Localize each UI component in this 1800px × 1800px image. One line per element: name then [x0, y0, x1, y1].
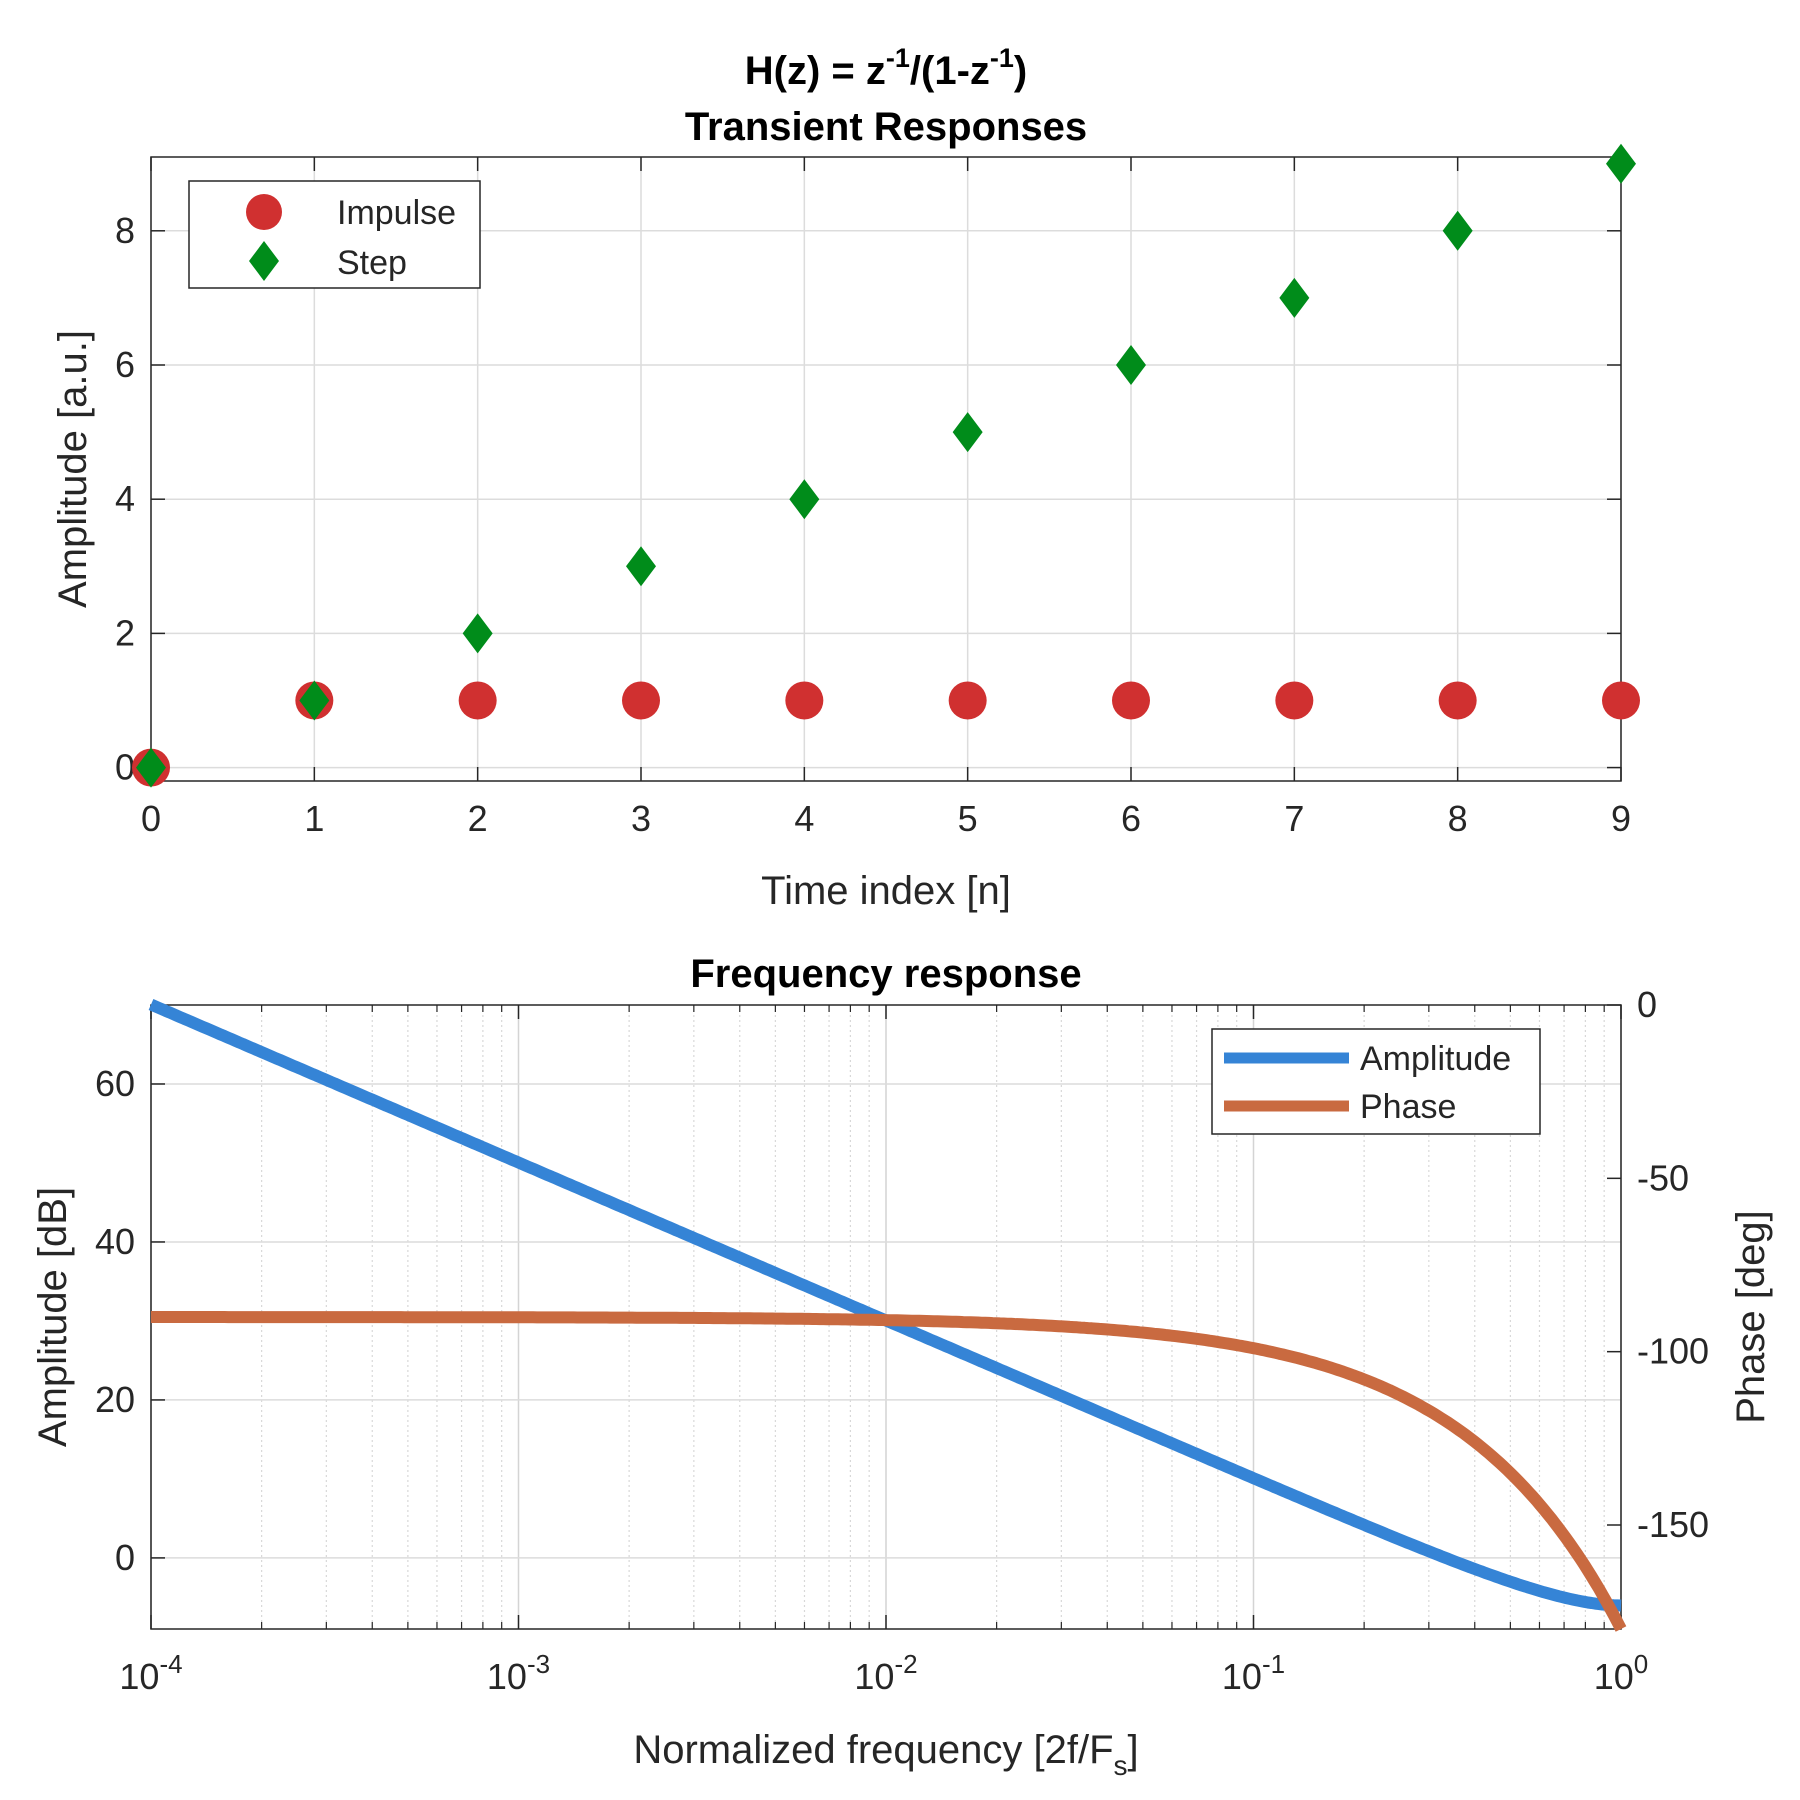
y-tick-label: 4: [115, 478, 135, 519]
x-tick-label: 1: [304, 798, 324, 839]
transient-title-line1: H(z) = z-1/(1-z-1): [745, 43, 1027, 93]
frequency-title: Frequency response: [690, 952, 1081, 996]
frequency-legend: Amplitude Phase: [1211, 1028, 1541, 1135]
step-point: [462, 613, 493, 654]
y-tick-label-right: -100: [1637, 1331, 1709, 1372]
y-tick-label: 2: [115, 612, 135, 653]
transient-series-marks: [132, 143, 1640, 788]
y-tick-label-right: 0: [1637, 984, 1657, 1025]
x-tick-label: 2: [468, 798, 488, 839]
step-point: [1442, 210, 1473, 251]
x-tick-label: 10-3: [487, 1649, 550, 1697]
y-tick-label-left: 40: [95, 1221, 135, 1262]
transient-title-line2: Transient Responses: [685, 105, 1087, 149]
impulse-point: [622, 681, 660, 720]
xlabel-subscript: s: [1114, 1750, 1128, 1781]
impulse-point: [785, 681, 824, 720]
y-tick-label-left: 20: [95, 1379, 135, 1420]
impulse-point: [1602, 681, 1640, 720]
impulse-point: [458, 681, 497, 720]
x-tick-label: 10-2: [854, 1649, 917, 1697]
transient-y-axis-label: Amplitude [a.u.]: [51, 330, 95, 608]
y-tick-label: 6: [115, 344, 135, 385]
impulse-point: [1112, 681, 1150, 720]
transient-legend-box: [188, 180, 481, 289]
legend-step-marker: [249, 241, 279, 281]
x-tick-label: 6: [1121, 798, 1141, 839]
y-tick-label-left: 60: [95, 1063, 135, 1104]
step-point: [1116, 345, 1146, 385]
phase-line: [148, 1311, 1627, 1632]
frequency-y-axis-label-left: Amplitude [dB]: [31, 1187, 75, 1447]
x-tick-label: 100: [1594, 1649, 1649, 1697]
legend-amplitude-label: Amplitude: [1360, 1040, 1511, 1078]
transient-plot-border: [150, 156, 1622, 782]
impulse-point: [1438, 681, 1477, 720]
transient-y-tick-labels: 0 2 4 6 8: [115, 210, 135, 788]
impulse-point: [1275, 681, 1314, 720]
step-point: [299, 680, 330, 721]
frequency-legend-box: [1211, 1028, 1541, 1135]
frequency-x-axis-label: Normalized frequency [2f/Fs]: [633, 1728, 1138, 1781]
y-tick-label-left: 0: [115, 1537, 135, 1578]
x-tick-label: 8: [1448, 798, 1468, 839]
x-tick-label: 10-1: [1222, 1649, 1285, 1697]
transient-chart: H(z) = z-1/(1-z-1) Transient Responses 0…: [51, 43, 1640, 913]
step-point: [136, 747, 166, 788]
y-tick-label: 0: [115, 747, 135, 788]
step-point: [1606, 143, 1636, 184]
transient-x-axis-label: Time index [n]: [761, 869, 1011, 913]
frequency-x-tick-labels: 10-4 10-3 10-2 10-1 100: [119, 1649, 1648, 1697]
step-point: [626, 546, 656, 587]
title-superscript-2: -1: [990, 43, 1014, 73]
step-point: [952, 412, 983, 453]
y-tick-label-right: -150: [1637, 1504, 1709, 1545]
frequency-y-axis-label-right: Phase [deg]: [1729, 1210, 1773, 1424]
step-point: [789, 479, 820, 520]
title-superscript-1: -1: [886, 43, 910, 73]
legend-step-label: Step: [337, 244, 407, 282]
frequency-chart: Frequency response 10-4 10-3 10-2 10-1 100 0…: [31, 952, 1773, 1781]
legend-impulse-label: Impulse: [337, 194, 456, 232]
x-tick-label: 7: [1284, 798, 1304, 839]
frequency-y-tick-labels-left: 0 20 40 60: [95, 1063, 135, 1578]
y-tick-label-right: -50: [1637, 1157, 1689, 1198]
x-tick-label: 5: [958, 798, 978, 839]
x-tick-label: 10-4: [119, 1649, 182, 1697]
x-tick-label: 9: [1611, 798, 1631, 839]
x-tick-label: 4: [794, 798, 814, 839]
legend-phase-label: Phase: [1360, 1088, 1456, 1126]
x-tick-label: 3: [631, 798, 651, 839]
legend-impulse-marker: [246, 194, 282, 230]
transient-legend: Impulse Step: [188, 180, 481, 289]
transient-x-tick-labels: 0 1 2 3 4 5 6 7 8 9: [141, 798, 1631, 839]
step-point: [1279, 277, 1310, 318]
impulse-point: [948, 681, 987, 720]
frequency-y-tick-labels-right: 0 -50 -100 -150: [1637, 984, 1709, 1545]
x-tick-label: 0: [141, 798, 161, 839]
frequency-series-lines: [148, 998, 1627, 1632]
y-tick-label: 8: [115, 210, 135, 251]
